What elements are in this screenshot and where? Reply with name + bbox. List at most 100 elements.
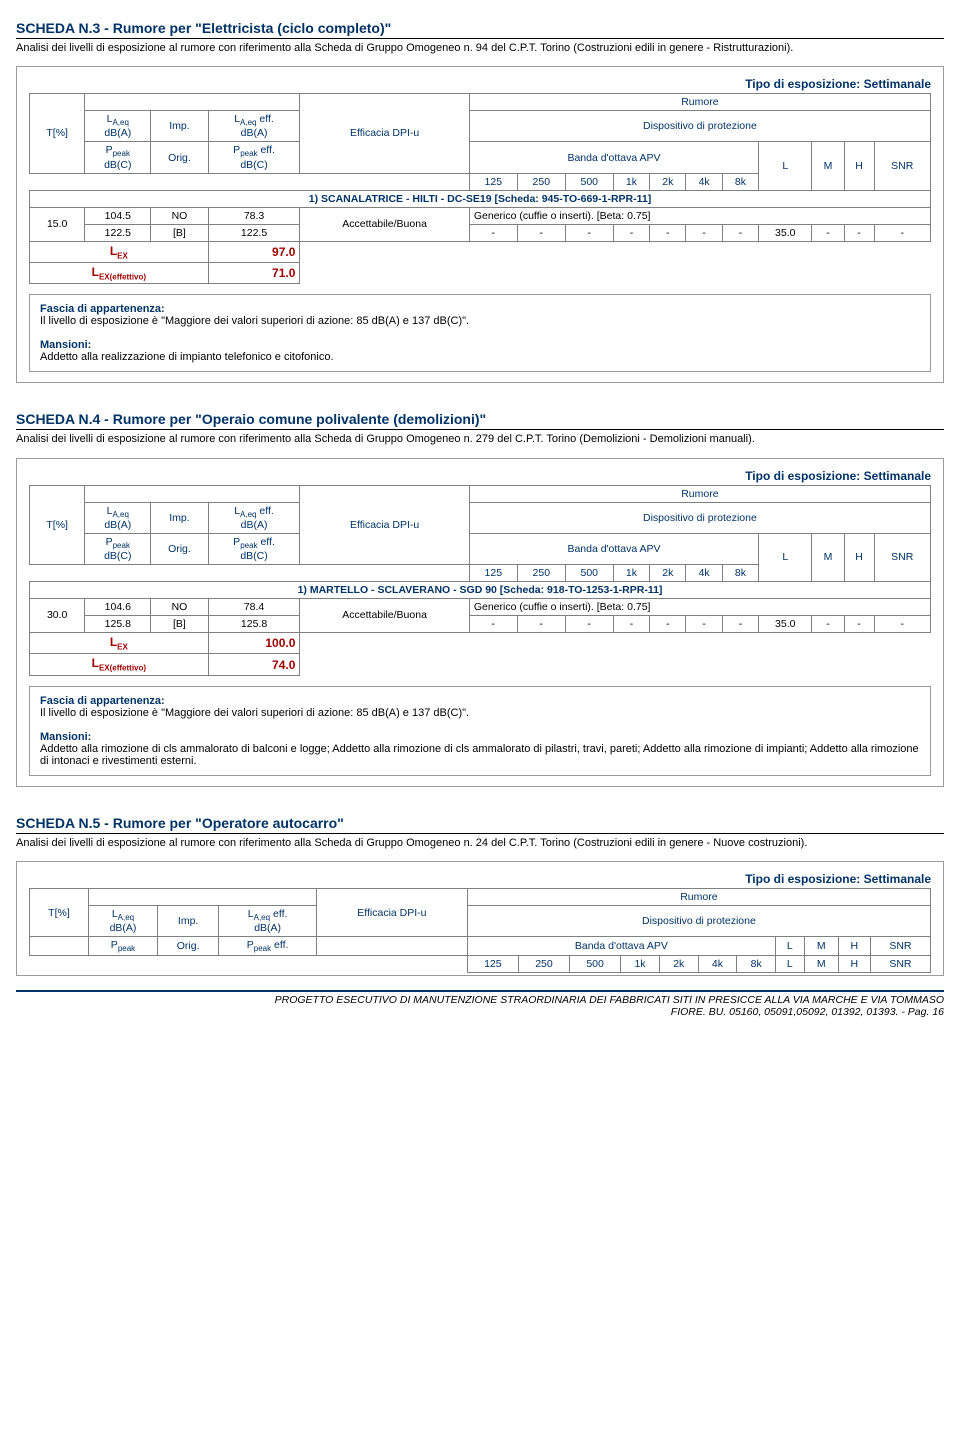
section-subtitle: Analisi dei livelli di esposizione al ru… — [16, 41, 944, 56]
scheda-device-row: 1) SCANALATRICE - HILTI - DC-SE19 [Sched… — [30, 190, 931, 207]
hdr-laeq: LA,eqdB(A) — [85, 111, 151, 142]
hdr-2k: 2k — [659, 956, 698, 973]
hdr-1k: 1k — [613, 173, 649, 190]
section-title: SCHEDA N.5 - Rumore per "Operatore autoc… — [16, 815, 944, 834]
cell-tpct: 30.0 — [30, 598, 85, 632]
hdr-dispositivo: Dispositivo di protezione — [469, 111, 930, 142]
scheda-n5: SCHEDA N.5 - Rumore per "Operatore autoc… — [16, 815, 944, 977]
cell: - — [650, 615, 686, 632]
hdr-banda: Banda d'ottava APV — [469, 142, 758, 173]
lex-value: 100.0 — [208, 632, 300, 653]
hdr-ppeak: PpeakdB(C) — [85, 142, 151, 173]
exposure-type: Tipo di esposizione: Settimanale — [29, 872, 931, 886]
hdr-dispositivo: Dispositivo di protezione — [469, 502, 930, 533]
footer-line2: FIORE. BU. 05160, 05091,05092, 01392, 01… — [16, 1006, 944, 1018]
hdr-L: L — [776, 937, 805, 956]
cell: - — [844, 615, 874, 632]
hdr-M: M — [812, 142, 844, 190]
rumore-table-n5: T[%] Efficacia DPI-u Rumore LA,eqdB(A) I… — [29, 888, 931, 973]
hdr-8k: 8k — [722, 173, 758, 190]
lex-label: LEX — [30, 241, 209, 262]
cell: NO — [151, 598, 208, 615]
hdr-rumore: Rumore — [469, 485, 930, 502]
cell: 104.6 — [85, 598, 151, 615]
hdr-8k: 8k — [737, 956, 776, 973]
lexeff-label: LEX(effettivo) — [30, 654, 209, 675]
section-title: SCHEDA N.3 - Rumore per "Elettricista (c… — [16, 20, 944, 39]
hdr-H: H — [838, 956, 870, 973]
hdr-500: 500 — [565, 173, 613, 190]
data-row-2: 125.8 [B] 125.8 - - - - - - - 35.0 - - - — [30, 615, 931, 632]
lex-value: 97.0 — [208, 241, 300, 262]
rumore-box-n3: Tipo di esposizione: Settimanale T[%] Ef… — [16, 66, 944, 383]
hdr-rumore: Rumore — [469, 94, 930, 111]
mansioni-label: Mansioni: — [40, 339, 920, 351]
fascia-text: Il livello di esposizione è "Maggiore de… — [40, 315, 920, 327]
hdr-250: 250 — [518, 956, 569, 973]
hdr-efficacia: Efficacia DPI-u — [316, 889, 467, 937]
hdr-imp: Imp. — [151, 111, 208, 142]
cell: - — [812, 224, 844, 241]
hdr-1k: 1k — [621, 956, 660, 973]
lexeff-value: 74.0 — [208, 654, 300, 675]
cell: - — [874, 615, 930, 632]
hdr-dispositivo: Dispositivo di protezione — [467, 906, 930, 937]
hdr-ppeak-eff: Ppeak eff.dB(C) — [208, 533, 300, 564]
hdr-L: L — [759, 142, 812, 190]
hdr-4k: 4k — [686, 173, 722, 190]
fascia-box: Fascia di appartenenza: Il livello di es… — [29, 294, 931, 372]
hdr-L: L — [776, 956, 805, 973]
cell: - — [650, 224, 686, 241]
cell: 122.5 — [208, 224, 300, 241]
cell: - — [874, 224, 930, 241]
hdr-laeq-eff: LA,eq eff.dB(A) — [219, 906, 317, 937]
lexeff-value: 71.0 — [208, 262, 300, 283]
cell: - — [565, 224, 613, 241]
hdr-8k: 8k — [722, 564, 758, 581]
hdr-SNR: SNR — [874, 142, 930, 190]
hdr-1k: 1k — [613, 564, 649, 581]
cell-efficacia: Accettabile/Buona — [300, 598, 469, 632]
cell: - — [686, 224, 722, 241]
hdr-laeq-eff: LA,eq eff.dB(A) — [208, 502, 300, 533]
fascia-label: Fascia di appartenenza: — [40, 695, 920, 707]
hdr-imp: Imp. — [158, 906, 219, 937]
hdr-H: H — [838, 937, 870, 956]
section-subtitle: Analisi dei livelli di esposizione al ru… — [16, 836, 944, 851]
mansioni-text: Addetto alla rimozione di cls ammalorato… — [40, 743, 920, 767]
hdr-500: 500 — [570, 956, 621, 973]
hdr-L: L — [759, 533, 812, 581]
hdr-orig: Orig. — [151, 533, 208, 564]
cell: 122.5 — [85, 224, 151, 241]
cell: - — [613, 224, 649, 241]
hdr-125: 125 — [467, 956, 518, 973]
rumore-table-n3: T[%] Efficacia DPI-u Rumore LA,eqdB(A) I… — [29, 93, 931, 284]
cell: 78.4 — [208, 598, 300, 615]
cell: 78.3 — [208, 207, 300, 224]
section-title: SCHEDA N.4 - Rumore per "Operaio comune … — [16, 411, 944, 430]
hdr-laeq: LA,eqdB(A) — [85, 502, 151, 533]
hdr-SNR: SNR — [870, 956, 930, 973]
cell: - — [517, 615, 565, 632]
cell-generico: Generico (cuffie o inserti). [Beta: 0.75… — [469, 598, 930, 615]
hdr-H: H — [844, 533, 874, 581]
hdr-250: 250 — [517, 173, 565, 190]
data-row-2: 122.5 [B] 122.5 - - - - - - - 35.0 - - - — [30, 224, 931, 241]
hdr-rumore: Rumore — [467, 889, 930, 906]
hdr-banda: Banda d'ottava APV — [467, 937, 775, 956]
hdr-M: M — [812, 533, 844, 581]
hdr-orig: Orig. — [151, 142, 208, 173]
cell: 104.5 — [85, 207, 151, 224]
scheda-n4: SCHEDA N.4 - Rumore per "Operaio comune … — [16, 411, 944, 786]
cell: - — [844, 224, 874, 241]
cell: - — [469, 615, 517, 632]
hdr-250: 250 — [517, 564, 565, 581]
hdr-2k: 2k — [650, 173, 686, 190]
hdr-ppeak: Ppeak — [88, 937, 157, 956]
hdr-500: 500 — [565, 564, 613, 581]
hdr-efficacia: Efficacia DPI-u — [300, 485, 469, 564]
cell: - — [517, 224, 565, 241]
lexeff-label: LEX(effettivo) — [30, 262, 209, 283]
hdr-125: 125 — [469, 564, 517, 581]
cell-tpct: 15.0 — [30, 207, 85, 241]
